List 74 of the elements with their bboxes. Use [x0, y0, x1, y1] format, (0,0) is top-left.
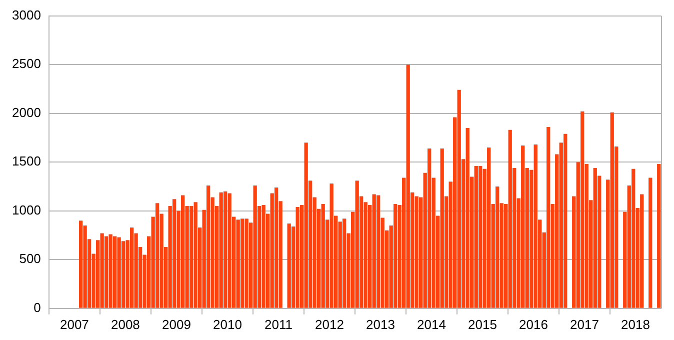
- x-tick-label: 2007: [60, 316, 89, 332]
- bar: [355, 180, 359, 308]
- x-tick-label: 2016: [519, 316, 548, 332]
- x-tick-label: 2010: [212, 316, 242, 332]
- bar: [274, 187, 278, 308]
- bar: [487, 147, 491, 308]
- bar: [100, 233, 104, 308]
- bar: [262, 205, 266, 308]
- y-tick-label: 500: [19, 251, 41, 266]
- bar: [172, 199, 176, 308]
- bar: [287, 224, 291, 308]
- bar: [236, 220, 240, 308]
- bar: [78, 220, 83, 308]
- bar: [321, 204, 325, 308]
- y-tick-label: 0: [34, 300, 41, 315]
- bar: [219, 192, 223, 308]
- bar: [240, 218, 244, 308]
- bar: [206, 186, 210, 308]
- bar: [130, 227, 134, 308]
- bar: [108, 234, 112, 308]
- bar: [112, 236, 117, 308]
- bar: [155, 203, 160, 308]
- x-tick-label: 2018: [621, 316, 650, 332]
- bar: [440, 148, 444, 308]
- bar: [521, 146, 525, 308]
- x-tick-label: 2012: [315, 316, 344, 332]
- x-tick-label: 2008: [110, 316, 140, 332]
- bar: [372, 194, 376, 308]
- bar: [508, 130, 512, 308]
- bar: [228, 193, 232, 308]
- bar: [330, 184, 334, 308]
- bar: [194, 202, 198, 308]
- bar: [304, 142, 308, 308]
- bar: [244, 218, 248, 308]
- bar: [376, 195, 380, 308]
- bar: [546, 126, 550, 308]
- y-tick-label: 3000: [12, 7, 41, 22]
- bar: [457, 90, 461, 308]
- bar: [632, 168, 636, 308]
- bar: [657, 164, 661, 308]
- x-tick-label: 2017: [570, 316, 599, 332]
- bar: [564, 134, 568, 308]
- x-tick-label: 2014: [417, 316, 446, 332]
- bar: [534, 144, 538, 308]
- bar: [640, 194, 644, 308]
- bar: [104, 236, 108, 308]
- bar: [580, 111, 584, 308]
- bar: [342, 218, 346, 308]
- bar: [478, 166, 482, 308]
- bar: [253, 186, 257, 308]
- y-tick-label: 1000: [12, 202, 41, 218]
- bar: [296, 206, 300, 308]
- bar: [180, 195, 185, 308]
- y-tick-label: 2000: [12, 104, 41, 120]
- y-tick-label: 2500: [12, 56, 41, 72]
- bar: [117, 237, 121, 308]
- bar: [610, 112, 614, 308]
- x-tick-label: 2011: [264, 316, 292, 332]
- x-tick-label: 2013: [366, 316, 395, 332]
- bar: [406, 64, 410, 308]
- bar: [121, 241, 126, 308]
- bar: [496, 186, 500, 308]
- bar: [189, 206, 194, 308]
- y-tick-label: 1500: [12, 154, 41, 169]
- bar: [428, 148, 432, 308]
- bar: [466, 128, 470, 308]
- bar: [474, 166, 478, 308]
- bar: [223, 191, 228, 308]
- x-tick-label: 2015: [468, 316, 497, 332]
- bar: [394, 204, 398, 308]
- x-tick-label: 2009: [162, 316, 191, 332]
- bar: [414, 196, 418, 308]
- bar: [593, 168, 597, 308]
- bar: [648, 178, 652, 308]
